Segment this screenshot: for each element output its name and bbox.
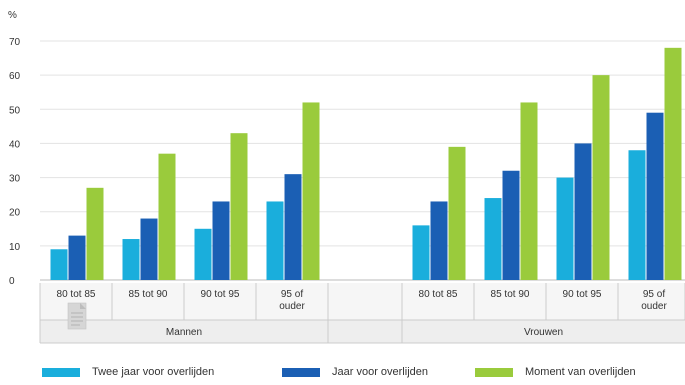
bar: [664, 47, 682, 281]
bar: [266, 201, 284, 280]
category-label: ouder: [641, 301, 667, 312]
legend-item-twee-jaar: Twee jaar voor overlijden: [42, 366, 214, 378]
category-label: 85 tot 90: [129, 289, 168, 300]
legend-swatch-jaar: [282, 367, 320, 377]
legend-swatch-twee-jaar: [42, 367, 80, 377]
category-label: 90 tot 95: [201, 289, 240, 300]
y-tick-label: 20: [9, 208, 21, 219]
legend: Twee jaar voor overlijden Jaar voor over…: [0, 366, 685, 382]
y-tick-label: 40: [9, 139, 21, 150]
bar-chart: 0 10 20 30 40 50 60 70 % 80 tot 85 85 tot 90 90 t…: [8, 10, 685, 344]
bar: [574, 143, 592, 280]
y-tick-label: 60: [9, 71, 21, 82]
legend-swatch-moment: [475, 367, 513, 377]
group-label: Vrouwen: [524, 327, 563, 338]
legend-label: Twee jaar voor overlijden: [92, 366, 215, 378]
category-label: ouder: [279, 301, 305, 312]
y-axis-ticks: 0 10 20 30 40 50 60 70: [9, 37, 21, 287]
category-label: 95 of: [281, 289, 303, 300]
category-label: 80 tot 85: [419, 289, 458, 300]
bar: [122, 239, 140, 280]
bar: [592, 75, 610, 281]
bar: [212, 201, 230, 280]
legend-label: Moment van overlijden: [525, 366, 636, 378]
legend-label: Jaar voor overlijden: [332, 366, 428, 378]
bar: [484, 198, 502, 280]
document-icon: [67, 302, 87, 330]
bar: [230, 133, 248, 280]
bar: [158, 153, 176, 280]
legend-item-moment: Moment van overlijden: [475, 366, 636, 378]
y-tick-label: 30: [9, 174, 21, 185]
category-label: 90 tot 95: [563, 289, 602, 300]
bar: [68, 235, 86, 280]
bar: [194, 228, 212, 280]
legend-item-jaar: Jaar voor overlijden: [282, 366, 428, 378]
category-axis: 80 tot 85 85 tot 90 90 tot 95 95 ofouder80 …: [39, 283, 685, 344]
bar: [520, 102, 538, 280]
y-tick-label: 10: [9, 242, 21, 253]
bar: [140, 218, 158, 280]
bar: [50, 249, 68, 280]
bar: [86, 187, 104, 280]
bar: [430, 201, 448, 280]
y-tick-label: 0: [9, 276, 15, 287]
category-label: 80 tot 85: [57, 289, 96, 300]
bar: [448, 146, 466, 280]
category-label: 85 tot 90: [491, 289, 530, 300]
bar: [556, 177, 574, 280]
y-axis-label: %: [8, 10, 17, 21]
bar: [628, 150, 646, 280]
bar: [646, 112, 664, 280]
bar: [302, 102, 320, 280]
bars: [50, 47, 682, 281]
y-tick-label: 50: [9, 105, 21, 116]
category-label: 95 of: [643, 289, 665, 300]
bar: [412, 225, 430, 280]
bar: [502, 170, 520, 280]
y-tick-label: 70: [9, 37, 21, 48]
group-label: Mannen: [166, 327, 202, 338]
bar: [284, 174, 302, 280]
